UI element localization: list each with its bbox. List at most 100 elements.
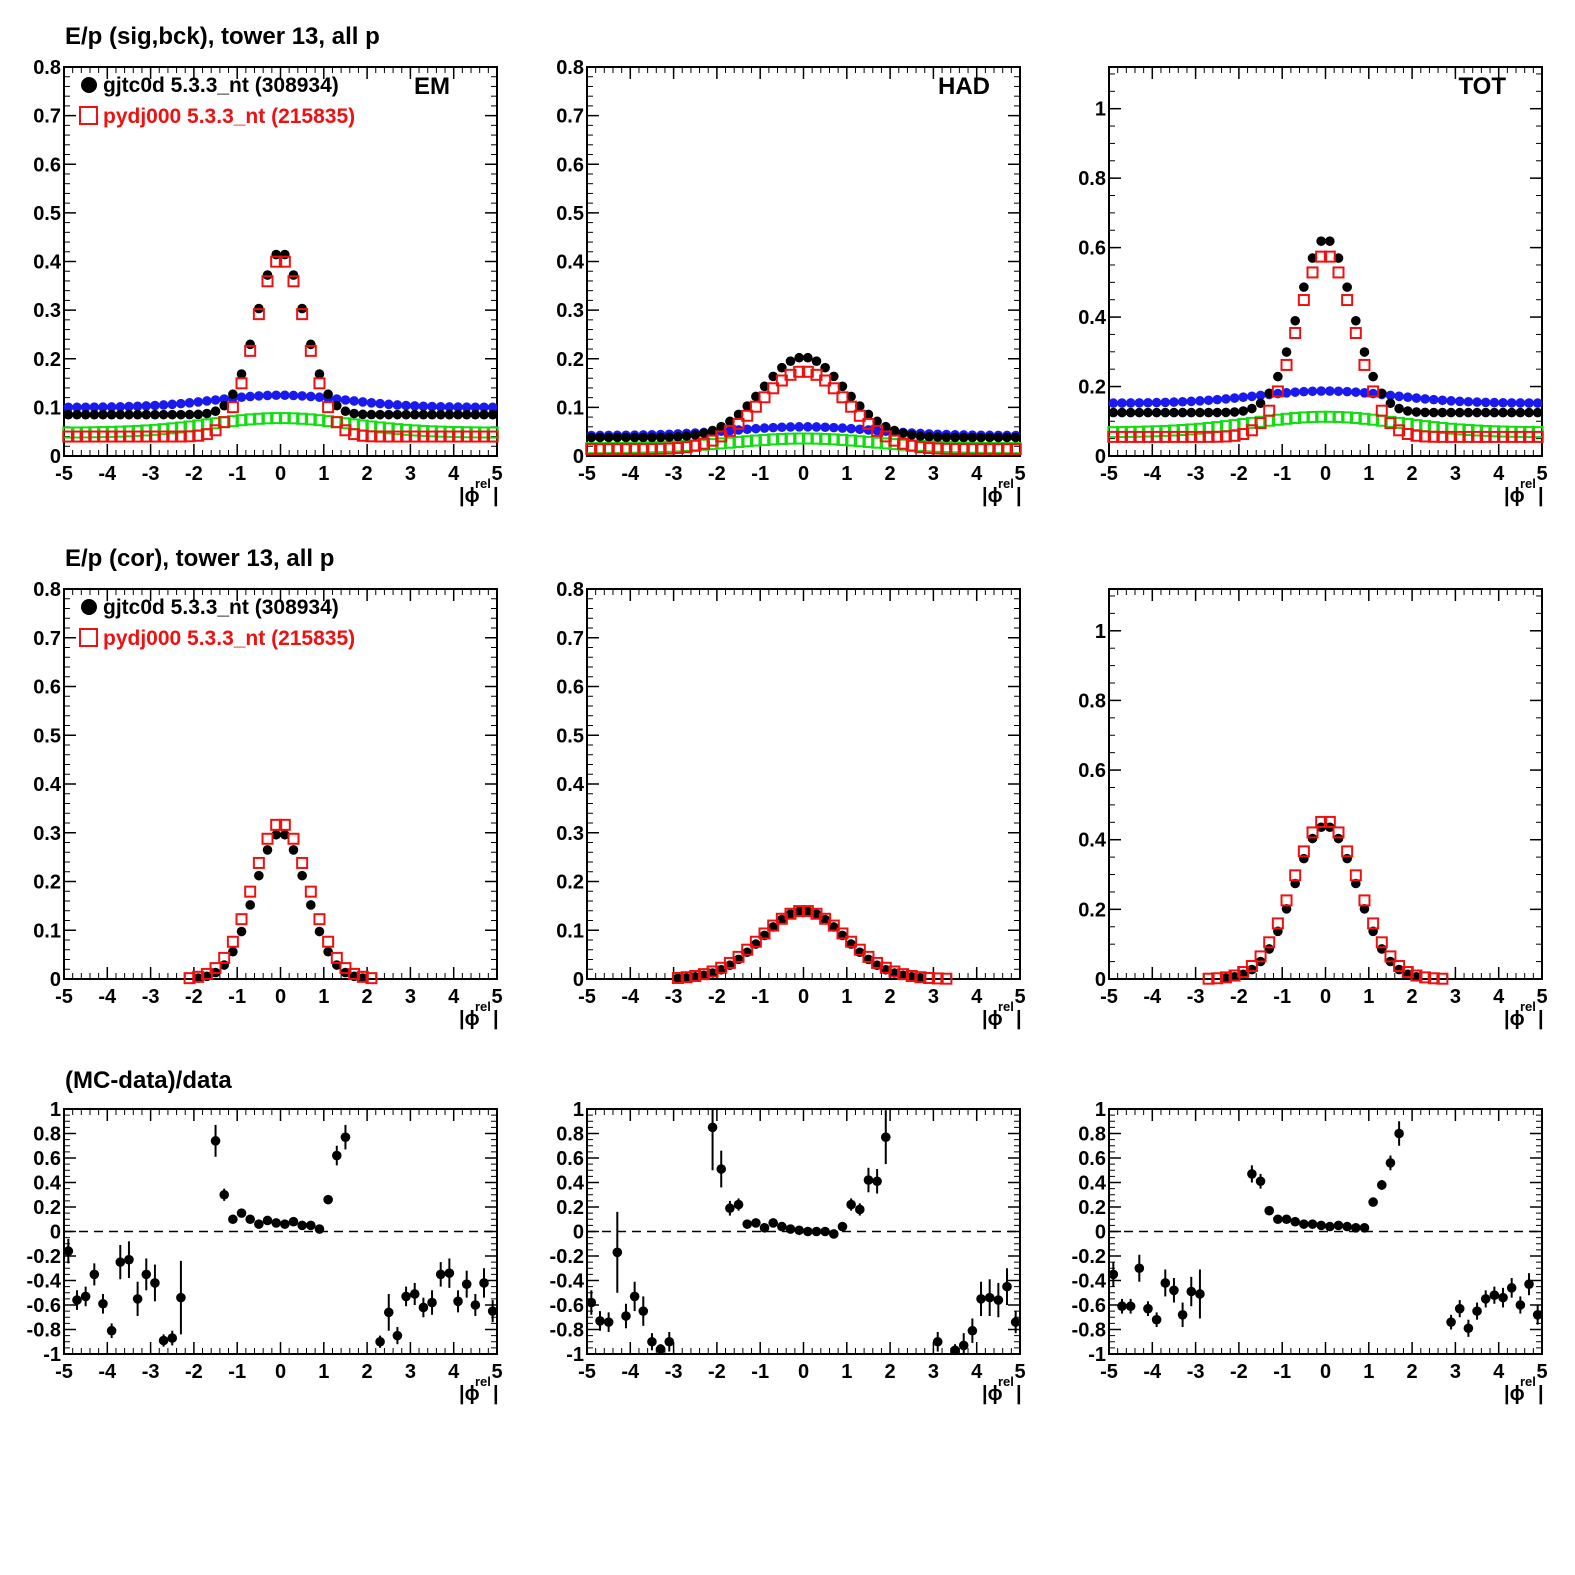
data-point — [1463, 396, 1474, 407]
ratio-point — [1368, 1197, 1378, 1207]
y-tick-label: 0.4 — [556, 774, 585, 796]
data-point — [63, 402, 74, 413]
data-point — [768, 371, 778, 382]
ratio-point — [1108, 1269, 1119, 1280]
data-point — [1489, 407, 1500, 418]
data-point — [629, 432, 640, 443]
x-tick-label: 0 — [275, 463, 286, 485]
series-data — [1221, 822, 1422, 983]
data-point — [1010, 432, 1021, 443]
data-point — [1316, 386, 1326, 396]
x-tick-label: 3 — [1450, 1361, 1461, 1383]
data-point — [1143, 407, 1153, 418]
x-tick-label: 1 — [1363, 463, 1374, 485]
x-tick-label: 5 — [1014, 1361, 1025, 1383]
mc-point — [1332, 410, 1345, 423]
mc-point — [940, 442, 953, 455]
data-point — [487, 402, 498, 413]
mc-point — [819, 374, 832, 387]
ratio-point — [63, 1246, 74, 1256]
mc-point — [1228, 969, 1241, 982]
data-point — [1299, 282, 1309, 292]
data-point — [820, 422, 830, 433]
mc-point — [628, 443, 641, 456]
mc-point — [741, 435, 754, 448]
mc-point — [391, 430, 404, 443]
x-tick-label: -5 — [1100, 463, 1118, 485]
data-point — [707, 425, 718, 436]
ratio-point — [1290, 1216, 1300, 1227]
data-point — [829, 371, 839, 382]
legend-row2: gjtc0d 5.3.3_nt (308934) pydj000 5.3.3_n… — [79, 596, 355, 650]
x-tick-label: -1 — [228, 986, 246, 1008]
ratio-point — [1316, 1220, 1326, 1231]
ratio-point — [141, 1269, 152, 1280]
mc-point — [741, 409, 754, 422]
mc-point — [1436, 421, 1449, 434]
ratio-point — [950, 1345, 960, 1356]
mc-point — [1202, 430, 1215, 443]
plot-frame — [586, 588, 1021, 980]
mc-point — [663, 442, 676, 455]
x-tick-label: 5 — [491, 986, 502, 1008]
mc-point — [313, 913, 326, 926]
y-tick-label: 0.2 — [556, 349, 584, 371]
x-tick-label: -5 — [1100, 986, 1118, 1008]
mc-point — [836, 927, 849, 940]
x-axis-label-end: | — [493, 1008, 499, 1030]
mc-point — [1471, 430, 1484, 443]
data-point — [297, 870, 307, 881]
data-point — [366, 398, 377, 408]
data-point — [889, 425, 900, 436]
mc-point — [1133, 430, 1146, 443]
x-tick-label: 2 — [362, 1361, 373, 1383]
ratio-point — [872, 1176, 882, 1187]
y-tick-label: 0.6 — [1078, 760, 1106, 782]
x-tick-label: -3 — [665, 463, 683, 485]
mc-point — [400, 423, 413, 436]
data-point — [132, 409, 143, 420]
mc-point — [209, 417, 222, 430]
ratio-point — [167, 1333, 178, 1343]
y-tick-label: -0.8 — [27, 1320, 61, 1342]
y-tick-label: -0.6 — [27, 1295, 61, 1317]
mc-point — [1237, 966, 1250, 979]
data-point — [1108, 398, 1119, 408]
x-tick-label: -1 — [1273, 463, 1291, 485]
data-point — [262, 845, 273, 855]
data-point — [150, 409, 160, 420]
data-point — [673, 431, 683, 442]
data-point — [1212, 407, 1223, 418]
ratio-point — [1394, 1128, 1404, 1139]
mc-point — [793, 905, 806, 918]
x-axis-label-sup: rel — [1520, 1374, 1536, 1389]
mc-point — [313, 377, 326, 390]
data-point — [647, 432, 657, 443]
mc-point — [905, 970, 918, 983]
data-point — [1437, 395, 1448, 406]
ratio-point — [453, 1296, 463, 1307]
data-point — [1307, 833, 1318, 844]
mc-point — [339, 417, 352, 430]
mc-point — [278, 412, 291, 425]
data-point — [811, 422, 822, 432]
data-point — [124, 401, 134, 412]
ratio-point — [314, 1224, 325, 1234]
data-point — [193, 409, 204, 420]
ratio-point — [1117, 1301, 1127, 1312]
x-axis-label-sup: rel — [998, 1374, 1014, 1389]
mc-point — [209, 962, 222, 975]
mc-point — [897, 968, 910, 981]
plot-r3c3: -5 -4 -3 -2 -1 0 1 2 3 4 5-1-0.8-0.6-0.4-0.200.20.… — [1072, 1099, 1548, 1405]
data-point — [1368, 371, 1378, 382]
ratio-point — [383, 1307, 394, 1318]
mc-point — [296, 308, 309, 321]
plot-frame — [586, 66, 1021, 457]
data-point — [1351, 387, 1361, 397]
mc-point — [1185, 430, 1198, 443]
x-tick-label: 1 — [841, 986, 852, 1008]
data-point — [759, 381, 770, 392]
ratio-point — [1454, 1303, 1465, 1314]
y-tick-label: -0.8 — [1072, 1320, 1106, 1342]
mc-point — [1497, 430, 1510, 443]
